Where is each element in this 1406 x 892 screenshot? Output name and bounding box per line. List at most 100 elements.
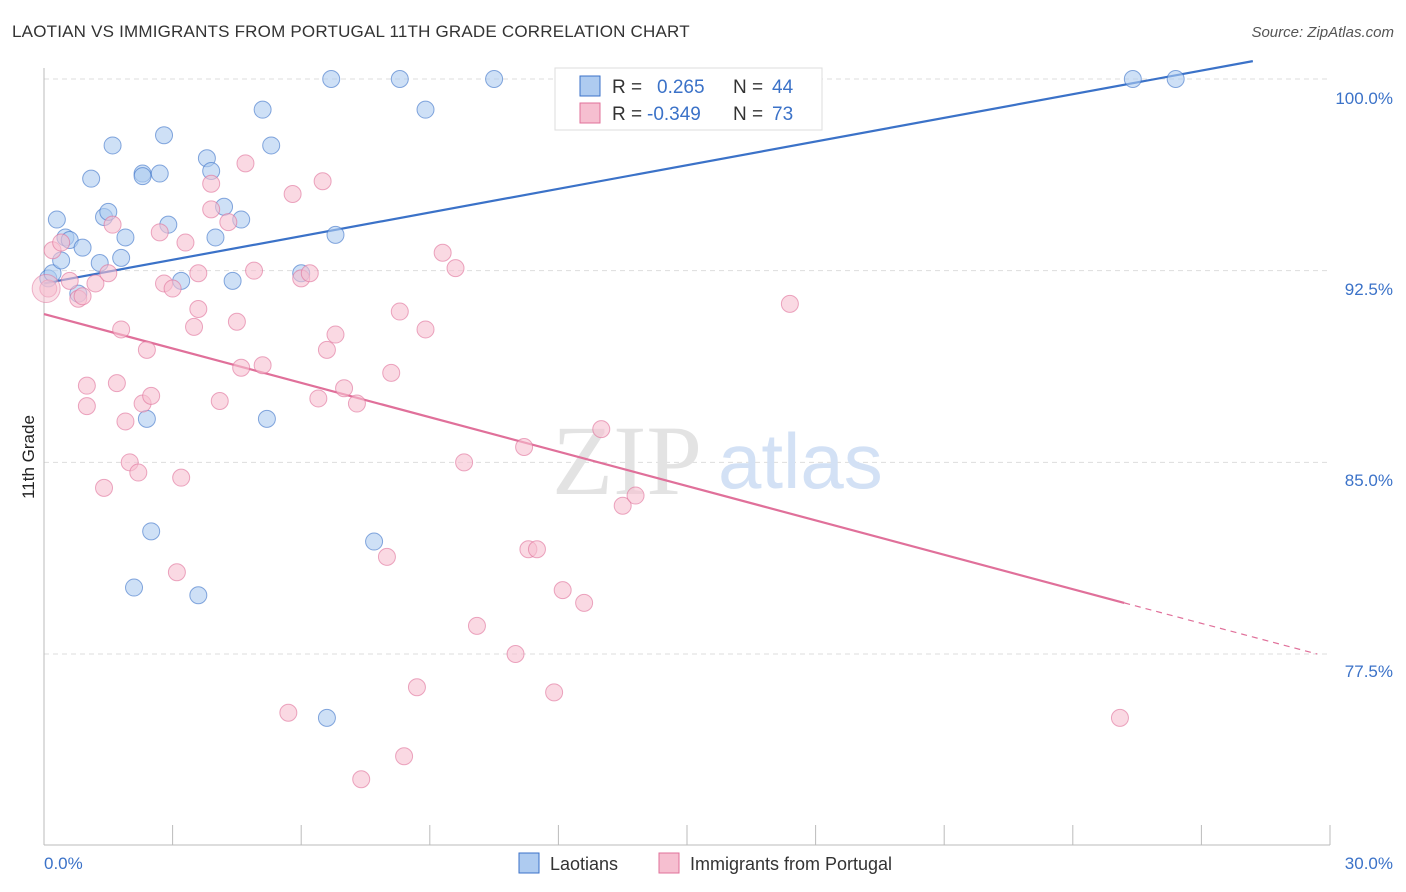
bottom-legend-portugal: Immigrants from Portugal: [690, 854, 892, 874]
point-portugal: [515, 438, 534, 456]
point-portugal: [103, 215, 122, 234]
legend-r-value: 0.265: [657, 77, 705, 98]
point-laotians: [1123, 70, 1142, 88]
point-portugal: [189, 300, 208, 318]
legend-n-label: N =: [733, 77, 763, 98]
point-laotians: [47, 210, 66, 229]
point-portugal: [245, 261, 264, 280]
legend-n-value: 44: [772, 77, 794, 98]
point-portugal: [313, 172, 332, 191]
y-tick-label: 92.5%: [1345, 280, 1393, 299]
point-portugal: [185, 317, 204, 336]
point-portugal: [172, 468, 191, 487]
trend-lines: [43, 60, 1318, 655]
point-laotians: [137, 409, 156, 428]
watermark: ZIP atlas: [552, 405, 883, 516]
watermark-atlas: atlas: [718, 417, 883, 505]
point-portugal: [112, 320, 131, 339]
point-laotians: [1166, 70, 1185, 88]
point-portugal: [202, 200, 221, 219]
point-portugal: [395, 747, 414, 766]
point-laotians: [416, 100, 435, 119]
point-portugal: [335, 379, 354, 398]
point-portugal: [219, 213, 238, 232]
point-portugal: [129, 463, 148, 482]
point-portugal: [99, 264, 118, 283]
point-portugal: [236, 154, 255, 173]
point-laotians: [112, 248, 131, 267]
point-laotians: [390, 70, 409, 88]
y-tick-label: 77.5%: [1345, 662, 1393, 681]
point-portugal: [95, 478, 114, 497]
point-portugal: [227, 312, 246, 331]
data-points: [31, 70, 1185, 789]
point-laotians: [326, 225, 345, 244]
legend-n-value: 73: [772, 104, 793, 125]
legend-r-label: R =: [612, 77, 642, 98]
point-portugal: [613, 496, 632, 515]
point-portugal: [553, 581, 572, 600]
point-cluster: [31, 274, 61, 304]
point-portugal: [279, 703, 298, 722]
point-portugal: [232, 358, 251, 377]
point-portugal: [167, 563, 186, 582]
point-laotians: [189, 586, 208, 605]
point-portugal: [52, 233, 71, 252]
point-laotians: [206, 228, 225, 247]
point-laotians: [257, 409, 276, 428]
point-laotians: [485, 70, 504, 88]
axes: [43, 68, 1331, 846]
point-portugal: [60, 271, 79, 290]
x-tick-label-min: 0.0%: [44, 854, 83, 873]
point-laotians: [223, 271, 242, 290]
bottom-legend: Laotians Immigrants from Portugal: [518, 852, 892, 874]
point-portugal: [626, 486, 645, 505]
trend-line-portugal-extension: [1124, 602, 1318, 655]
chart-title: LAOTIAN VS IMMIGRANTS FROM PORTUGAL 11TH…: [12, 22, 690, 41]
point-portugal: [77, 376, 96, 395]
point-portugal: [527, 540, 546, 559]
point-portugal: [506, 645, 525, 663]
point-portugal: [347, 394, 366, 413]
point-laotians: [142, 522, 161, 541]
legend-r-label: R =: [612, 104, 642, 125]
legend-swatch-pink: [579, 102, 601, 124]
point-laotians: [317, 708, 336, 727]
legend-n-label: N =: [733, 104, 763, 125]
point-portugal: [150, 223, 169, 242]
point-portugal: [77, 397, 96, 416]
point-portugal: [382, 363, 401, 382]
legend-box: R = 0.265 N = 44 R = -0.349 N = 73: [554, 67, 823, 131]
point-portugal: [300, 264, 319, 283]
point-laotians: [155, 126, 174, 145]
point-portugal: [575, 593, 594, 612]
point-portugal: [545, 683, 564, 702]
point-portugal: [142, 386, 161, 405]
point-laotians: [103, 136, 122, 155]
point-laotians: [82, 169, 101, 188]
point-portugal: [390, 302, 409, 321]
point-laotians: [116, 228, 135, 247]
point-portugal: [73, 287, 92, 306]
y-axis-label: 11th Grade: [19, 415, 38, 499]
bottom-legend-laotians: Laotians: [550, 854, 618, 874]
point-portugal: [176, 233, 195, 252]
trend-line-portugal: [43, 313, 1125, 604]
point-laotians: [322, 70, 341, 88]
trend-line-laotians: [43, 60, 1254, 285]
point-laotians: [262, 136, 281, 155]
y-tick-label: 100.0%: [1335, 89, 1393, 108]
point-portugal: [309, 389, 328, 408]
point-portugal: [107, 374, 126, 393]
point-portugal: [210, 392, 229, 410]
point-portugal: [467, 616, 486, 635]
point-laotians: [125, 578, 144, 597]
x-tick-label-max: 30.0%: [1345, 854, 1393, 873]
point-portugal: [326, 325, 345, 344]
point-portugal: [592, 420, 611, 439]
point-laotians: [150, 164, 169, 183]
point-portugal: [283, 185, 302, 203]
point-portugal: [86, 274, 105, 293]
point-portugal: [253, 356, 272, 375]
bottom-legend-swatch-pink: [658, 852, 680, 874]
